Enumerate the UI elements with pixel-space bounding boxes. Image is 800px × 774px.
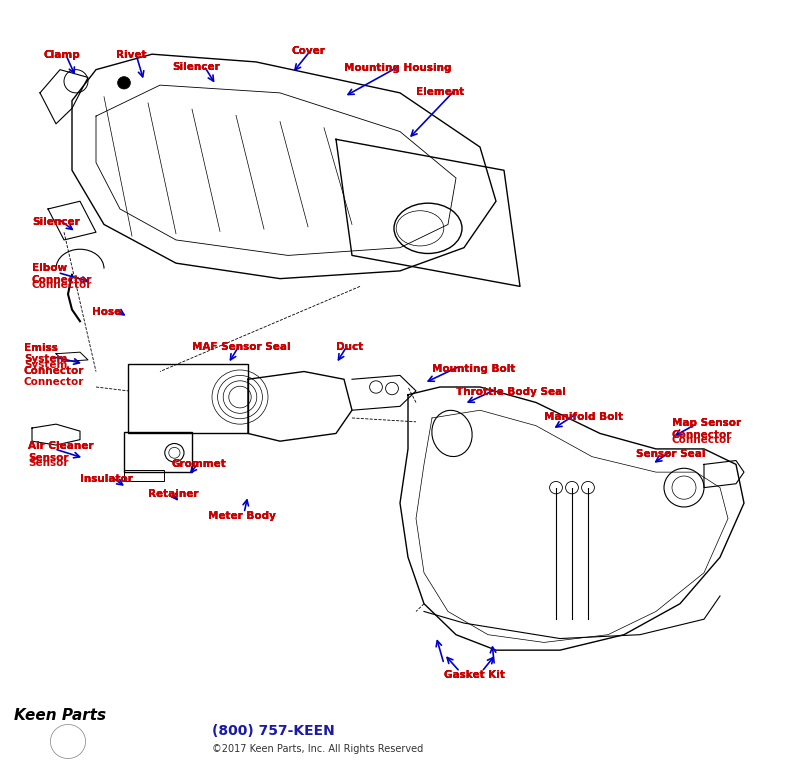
Circle shape [566,481,578,494]
Text: Retainer: Retainer [148,489,198,499]
Text: Emiss: Emiss [24,343,58,353]
Text: Air Cleaner: Air Cleaner [28,441,94,451]
Text: Cover: Cover [292,46,326,57]
Text: Retainer: Retainer [148,489,198,499]
Text: Silencer: Silencer [32,217,80,227]
Text: Map Sensor: Map Sensor [672,418,741,428]
Text: Hose: Hose [92,307,122,317]
Text: Element: Element [416,87,464,97]
Text: Map Sensor
Connector: Map Sensor Connector [672,418,741,440]
Text: Sensor Seal: Sensor Seal [636,449,706,459]
Text: Connector: Connector [672,435,732,445]
Text: ©2017 Keen Parts, Inc. All Rights Reserved: ©2017 Keen Parts, Inc. All Rights Reserv… [212,745,423,754]
Text: Throttle Body Seal: Throttle Body Seal [456,387,566,397]
Text: Rivet: Rivet [116,50,146,60]
Text: Emiss
System
Connector: Emiss System Connector [24,343,84,376]
Text: Emiss
System
Connector: Emiss System Connector [24,343,84,376]
Text: Mounting Bolt: Mounting Bolt [432,364,515,374]
Text: System: System [24,360,67,370]
Text: Sensor Seal: Sensor Seal [636,449,706,459]
Text: Clamp: Clamp [44,50,81,60]
Text: Mounting Bolt: Mounting Bolt [432,364,515,374]
Text: Mounting Housing: Mounting Housing [344,63,451,74]
Text: Meter Body: Meter Body [208,511,276,521]
Text: Silencer: Silencer [32,217,80,227]
Text: Map Sensor
Connector: Map Sensor Connector [672,418,741,440]
Text: Grommet: Grommet [172,459,226,469]
Text: Rivet: Rivet [116,50,146,60]
Text: Manifold Bolt: Manifold Bolt [544,412,623,422]
Text: MAF Sensor Seal: MAF Sensor Seal [192,342,290,352]
Text: (800) 757-KEEN: (800) 757-KEEN [212,724,334,738]
Text: MAF Sensor Seal: MAF Sensor Seal [192,342,290,352]
Text: Retainer: Retainer [148,489,198,499]
Text: Clamp: Clamp [44,50,81,60]
Text: Keen Parts: Keen Parts [14,708,106,724]
Text: Insulator: Insulator [80,474,133,484]
Text: Throttle Body Seal: Throttle Body Seal [456,387,566,397]
Text: Hose: Hose [92,307,122,317]
Text: Sensor: Sensor [28,458,69,468]
Text: Throttle Body Seal: Throttle Body Seal [456,387,566,397]
Text: Insulator: Insulator [80,474,133,484]
Text: Connector: Connector [32,280,92,290]
Text: Mounting Housing: Mounting Housing [344,63,451,74]
Text: Manifold Bolt: Manifold Bolt [544,412,623,422]
Text: Rivet: Rivet [116,50,146,60]
Text: Elbow
Connector: Elbow Connector [32,263,92,285]
Text: Silencer: Silencer [172,62,220,72]
Text: Grommet: Grommet [172,459,226,469]
Text: Air Cleaner
Sensor: Air Cleaner Sensor [28,441,94,463]
Text: Gasket Kit: Gasket Kit [444,670,505,680]
Text: Duct: Duct [336,342,363,352]
Text: Silencer: Silencer [172,62,220,72]
Text: Cover: Cover [292,46,326,57]
Text: Meter Body: Meter Body [208,511,276,521]
Text: Mounting Bolt: Mounting Bolt [432,364,515,374]
Text: Manifold Bolt: Manifold Bolt [544,412,623,422]
Text: MAF Sensor Seal: MAF Sensor Seal [192,342,290,352]
Circle shape [550,481,562,494]
Text: Element: Element [416,87,464,97]
Text: Silencer: Silencer [32,217,80,227]
Text: Gasket Kit: Gasket Kit [444,670,505,680]
Text: Gasket Kit: Gasket Kit [444,670,505,680]
Text: Cover: Cover [292,46,326,57]
Text: Hose: Hose [92,307,122,317]
Text: Mounting Housing: Mounting Housing [344,63,451,74]
Text: Elbow
Connector: Elbow Connector [32,263,92,285]
Circle shape [118,77,130,89]
Text: Element: Element [416,87,464,97]
Text: Air Cleaner
Sensor: Air Cleaner Sensor [28,441,94,463]
Text: Clamp: Clamp [44,50,81,60]
Text: Insulator: Insulator [80,474,133,484]
Text: Meter Body: Meter Body [208,511,276,521]
Text: Duct: Duct [336,342,363,352]
Text: Sensor Seal: Sensor Seal [636,449,706,459]
Text: Grommet: Grommet [172,459,226,469]
Text: Duct: Duct [336,342,363,352]
Text: Connector: Connector [24,377,84,387]
Circle shape [582,481,594,494]
Text: Silencer: Silencer [172,62,220,72]
Text: Elbow: Elbow [32,263,67,273]
